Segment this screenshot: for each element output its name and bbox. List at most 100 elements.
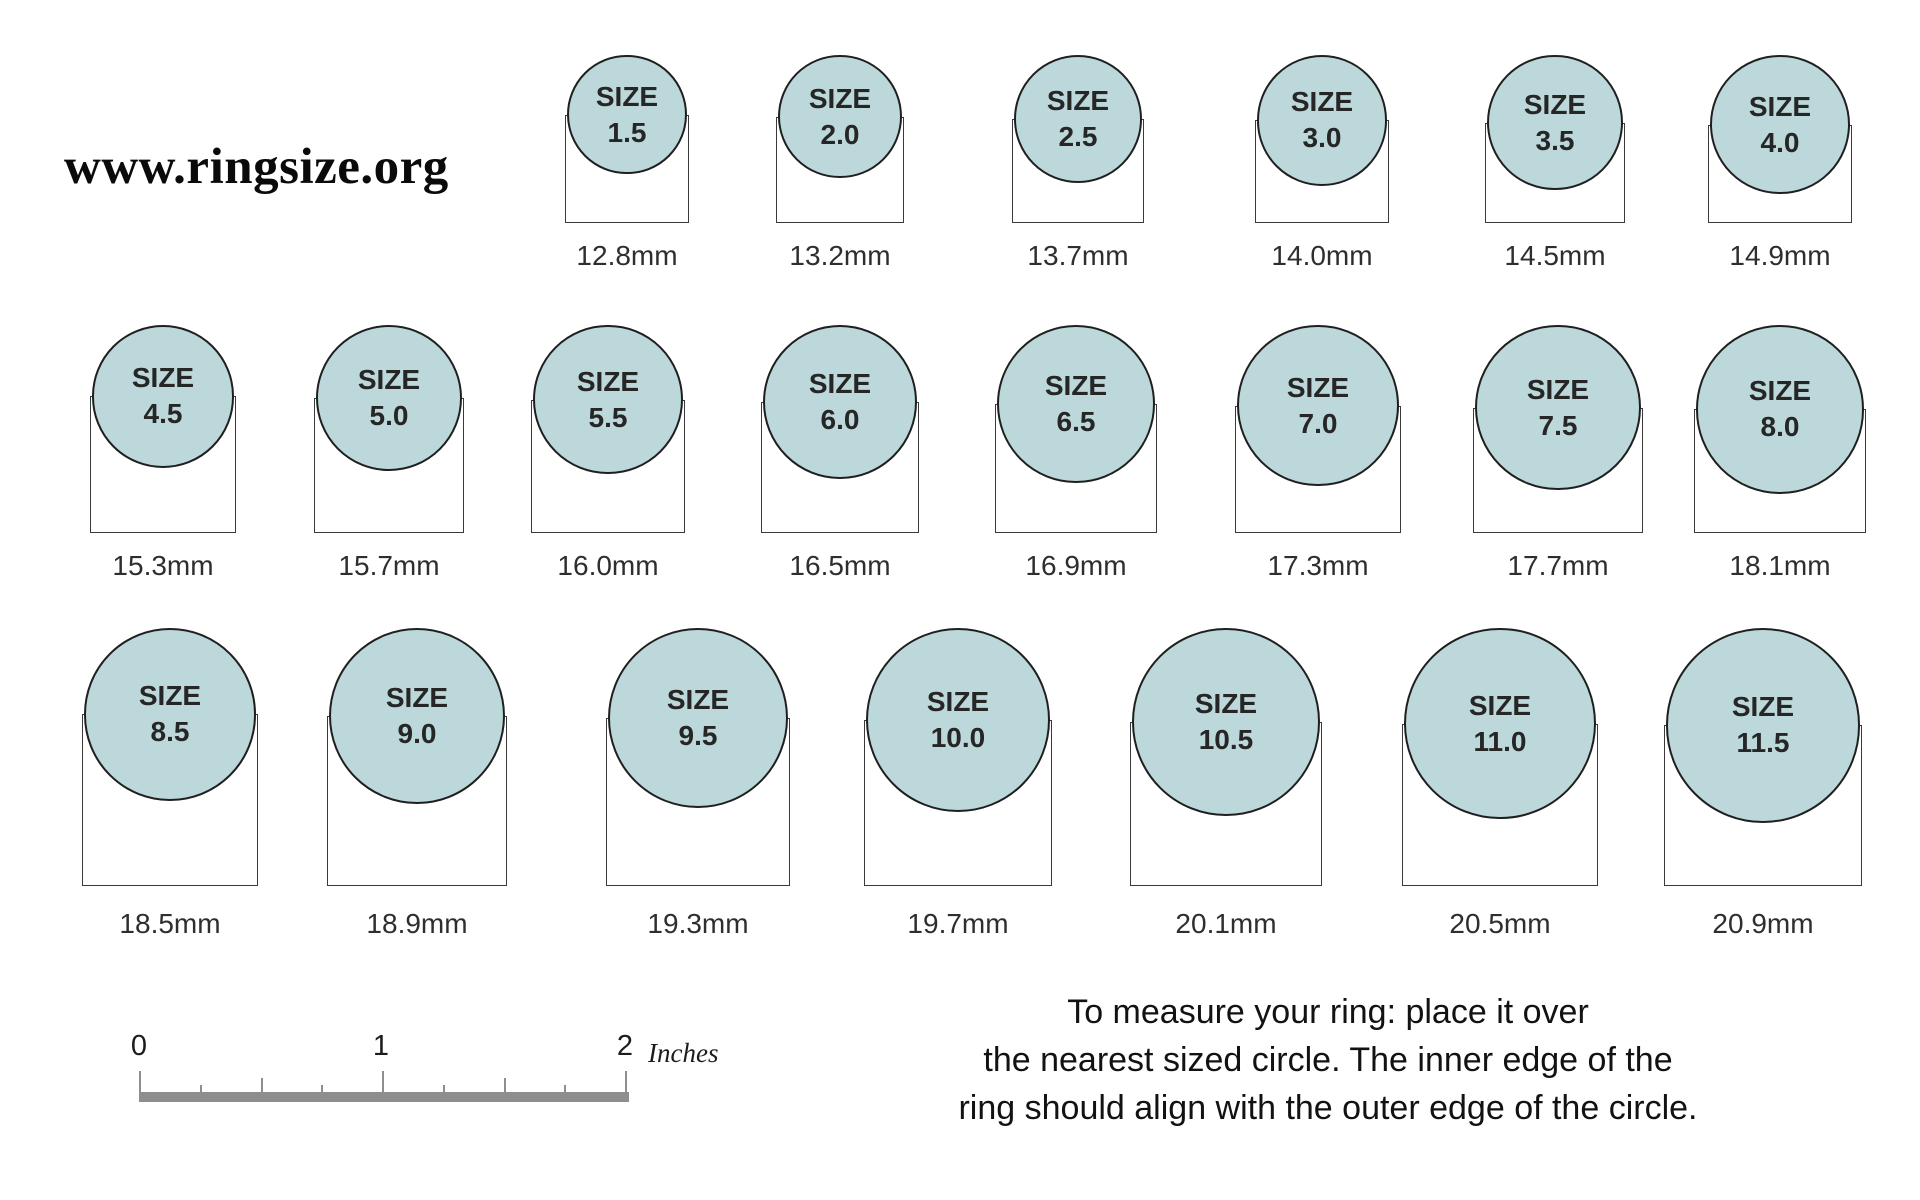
mm-label: 16.9mm xyxy=(1025,550,1127,581)
ring-size-word: SIZE xyxy=(666,684,730,716)
mm-label: 20.5mm xyxy=(1449,908,1551,939)
ring-circle: SIZE 6.5 xyxy=(997,325,1155,483)
ring-circle: SIZE 2.5 xyxy=(1014,55,1142,183)
mm-label: 13.7mm xyxy=(1027,240,1129,271)
ring-circle: SIZE 7.5 xyxy=(1475,325,1641,491)
mm-label: 20.1mm xyxy=(1175,908,1277,939)
ring-size-value: 9.5 xyxy=(678,720,718,752)
ring-size-value: 4.0 xyxy=(1760,126,1800,158)
ring-size-value: 4.5 xyxy=(143,398,183,430)
instructions-line: the nearest sized circle. The inner edge… xyxy=(983,1041,1673,1079)
ring-size-value: 10.5 xyxy=(1198,723,1254,755)
ruler-tick xyxy=(625,1071,627,1092)
ring-circle: SIZE 1.5 xyxy=(567,55,687,175)
mm-label: 12.8mm xyxy=(576,240,678,271)
ring-circle: SIZE 4.0 xyxy=(1710,55,1850,195)
instructions-line: To measure your ring: place it over xyxy=(1067,993,1589,1031)
ring-circle: SIZE 5.5 xyxy=(533,325,683,475)
ring-size-word: SIZE xyxy=(1526,373,1590,405)
mm-label: 15.3mm xyxy=(112,550,214,581)
ring-circle: SIZE 4.5 xyxy=(91,325,235,468)
mm-label: 14.9mm xyxy=(1729,240,1831,271)
ring-circle: SIZE 8.0 xyxy=(1695,325,1865,494)
mm-label: 17.3mm xyxy=(1267,550,1369,581)
mm-label: 13.2mm xyxy=(789,240,891,271)
ruler-tick xyxy=(564,1085,567,1092)
instructions-line: ring should align with the outer edge of… xyxy=(958,1089,1698,1127)
mm-label: 18.5mm xyxy=(119,908,221,939)
ring-circle: SIZE 3.0 xyxy=(1256,55,1388,186)
ruler-tick xyxy=(199,1085,202,1092)
ring-circle: SIZE 2.0 xyxy=(778,55,902,179)
ring-size-value: 8.0 xyxy=(1760,411,1800,443)
ring-circle: SIZE 11.5 xyxy=(1665,628,1861,823)
ring-circle: SIZE 9.5 xyxy=(607,628,789,809)
mm-label: 14.5mm xyxy=(1504,240,1606,271)
ring-size-word: SIZE xyxy=(385,682,449,714)
ruler-tick xyxy=(382,1071,384,1092)
ring-size-value: 8.5 xyxy=(150,716,190,748)
ring-size-word: SIZE xyxy=(138,680,202,712)
ruler-tick xyxy=(139,1071,141,1092)
ring-size-word: SIZE xyxy=(808,82,872,114)
mm-label: 16.5mm xyxy=(789,550,891,581)
ring-circle: SIZE 6.0 xyxy=(763,325,917,479)
inches-unit-label: Inches xyxy=(648,1038,719,1068)
ring-size-value: 1.5 xyxy=(607,116,647,148)
ring-size-value: 11.0 xyxy=(1473,725,1527,757)
ring-size-value: 5.5 xyxy=(588,401,628,433)
mm-label: 14.0mm xyxy=(1271,240,1373,271)
ring-size-value: 9.0 xyxy=(397,718,437,750)
ring-size-value: 7.5 xyxy=(1538,409,1578,441)
ruler-tick xyxy=(321,1085,324,1092)
ring-circle: SIZE 10.5 xyxy=(1132,628,1320,816)
ruler-bar xyxy=(139,1092,629,1102)
ring-size-word: SIZE xyxy=(595,80,659,112)
mm-label: 19.3mm xyxy=(647,908,749,939)
ruler-number: 2 xyxy=(616,1030,634,1062)
ring-size-word: SIZE xyxy=(1046,84,1110,116)
ring-size-word: SIZE xyxy=(1194,687,1258,719)
ring-size-value: 6.5 xyxy=(1056,405,1096,437)
instructions-text: To measure your ring: place it over the n… xyxy=(898,988,1758,1132)
ruler-tick xyxy=(442,1085,445,1092)
ring-size-word: SIZE xyxy=(357,364,421,396)
mm-label: 18.9mm xyxy=(366,908,468,939)
ring-circle: SIZE 8.5 xyxy=(83,628,257,801)
ring-circle: SIZE 7.0 xyxy=(1237,325,1399,487)
ruler-number: 1 xyxy=(372,1030,390,1062)
ring-size-value: 2.0 xyxy=(820,118,860,150)
ring-circle: SIZE 10.0 xyxy=(866,628,1050,812)
ring-size-value: 2.5 xyxy=(1058,120,1098,152)
ring-size-value: 7.0 xyxy=(1298,407,1338,439)
ruler-number: 0 xyxy=(130,1030,148,1062)
ring-circle: SIZE 3.5 xyxy=(1487,55,1623,191)
ring-size-value: 5.0 xyxy=(369,400,409,432)
ring-circle: SIZE 9.0 xyxy=(328,628,506,805)
ring-size-value: 3.0 xyxy=(1302,122,1342,154)
mm-label: 17.7mm xyxy=(1507,550,1609,581)
mm-label: 15.7mm xyxy=(338,550,440,581)
ring-size-value: 6.0 xyxy=(820,403,860,435)
ring-size-word: SIZE xyxy=(1044,369,1108,401)
mm-label: 20.9mm xyxy=(1712,908,1814,939)
ring-size-word: SIZE xyxy=(1748,90,1812,122)
ring-size-value: 3.5 xyxy=(1535,124,1575,156)
ruler-tick xyxy=(260,1078,263,1092)
ring-circle: SIZE 11.0 xyxy=(1404,628,1596,820)
mm-label: 16.0mm xyxy=(557,550,659,581)
ring-size-word: SIZE xyxy=(1748,375,1812,407)
ring-circle: SIZE 5.0 xyxy=(315,325,463,472)
ring-size-word: SIZE xyxy=(926,685,990,717)
mm-label: 19.7mm xyxy=(907,908,1009,939)
ring-size-word: SIZE xyxy=(576,365,640,397)
ring-size-word: SIZE xyxy=(1468,689,1532,721)
mm-label: 18.1mm xyxy=(1729,550,1831,581)
ring-size-word: SIZE xyxy=(1731,691,1795,723)
ring-size-word: SIZE xyxy=(1523,88,1587,120)
ring-size-word: SIZE xyxy=(131,362,195,394)
ring-size-word: SIZE xyxy=(1290,86,1354,118)
ring-size-value: 10.0 xyxy=(930,721,986,753)
ring-size-value: 11.5 xyxy=(1736,727,1790,759)
